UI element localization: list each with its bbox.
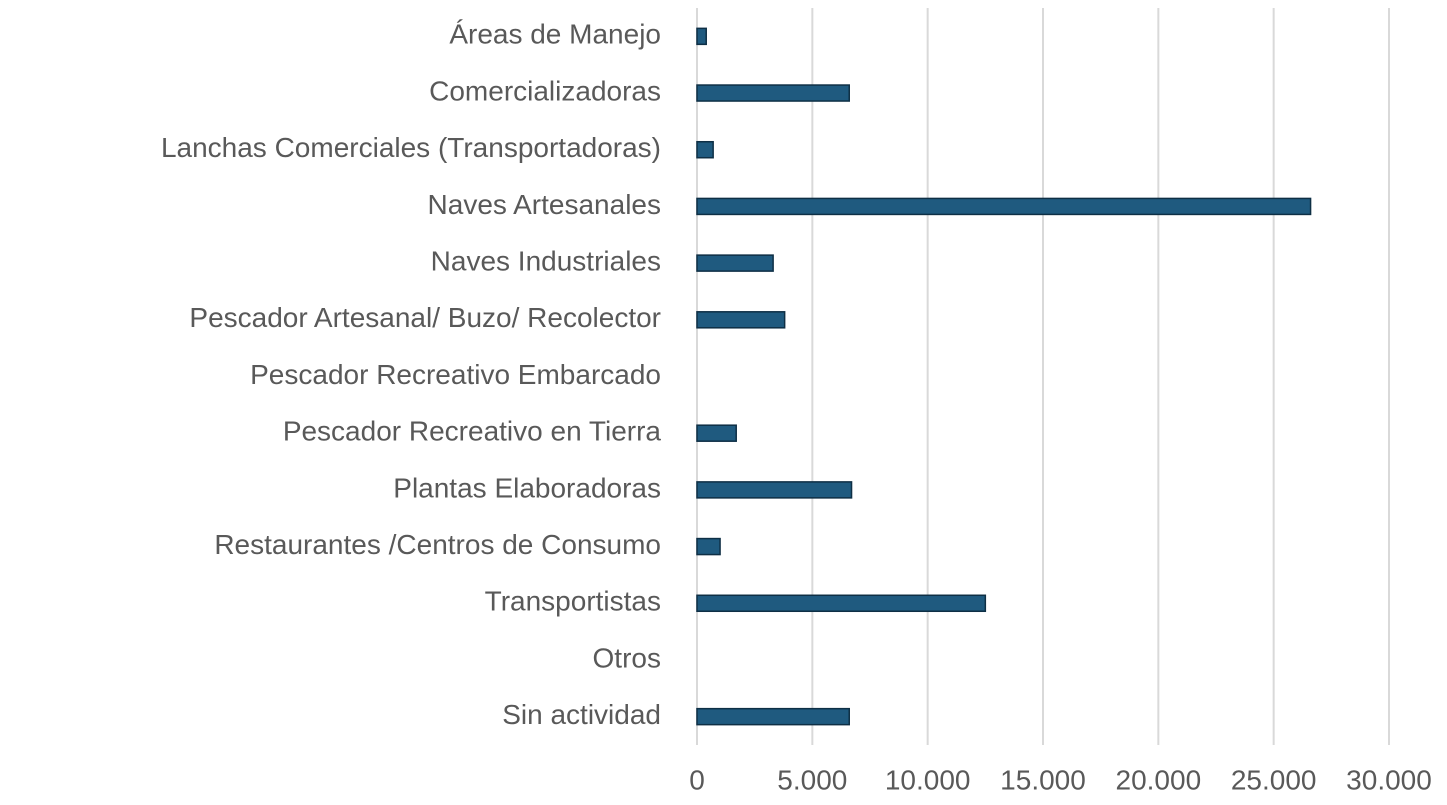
y-tick-label: Pescador Artesanal/ Buzo/ Recolector (189, 302, 661, 333)
bar (696, 311, 786, 329)
y-tick-label: Otros (593, 642, 661, 673)
y-tick-label: Pescador Recreativo Embarcado (250, 359, 661, 390)
x-tick-label: 15.000 (1000, 764, 1086, 795)
bar (696, 537, 721, 556)
bar (696, 594, 987, 613)
bar (696, 197, 1312, 216)
bar (696, 481, 853, 499)
y-tick-label: Plantas Elaboradoras (393, 472, 661, 503)
x-tick-label: 30.000 (1346, 764, 1432, 795)
bar (696, 140, 714, 159)
x-tick-label: 20.000 (1116, 764, 1202, 795)
y-tick-label: Naves Industriales (431, 246, 661, 277)
y-tick-label: Comercializadoras (429, 75, 661, 106)
x-tick-label: 10.000 (885, 764, 971, 795)
y-tick-label: Restaurantes /Centros de Consumo (214, 529, 661, 560)
y-tick-label: Áreas de Manejo (449, 19, 661, 50)
y-tick-label: Sin actividad (502, 699, 661, 730)
x-tick-label: 0 (689, 764, 705, 795)
y-tick-label: Naves Artesanales (428, 189, 661, 220)
bar (696, 84, 850, 102)
bar (696, 254, 774, 272)
bar (696, 707, 850, 726)
y-tick-label: Lanchas Comerciales (Transportadoras) (161, 132, 661, 163)
y-tick-label: Pescador Recreativo en Tierra (283, 416, 662, 447)
bar (696, 424, 737, 442)
x-tick-label: 5.000 (777, 764, 847, 795)
x-tick-label: 25.000 (1231, 764, 1317, 795)
bar (696, 27, 707, 46)
y-tick-label: Transportistas (485, 586, 661, 617)
